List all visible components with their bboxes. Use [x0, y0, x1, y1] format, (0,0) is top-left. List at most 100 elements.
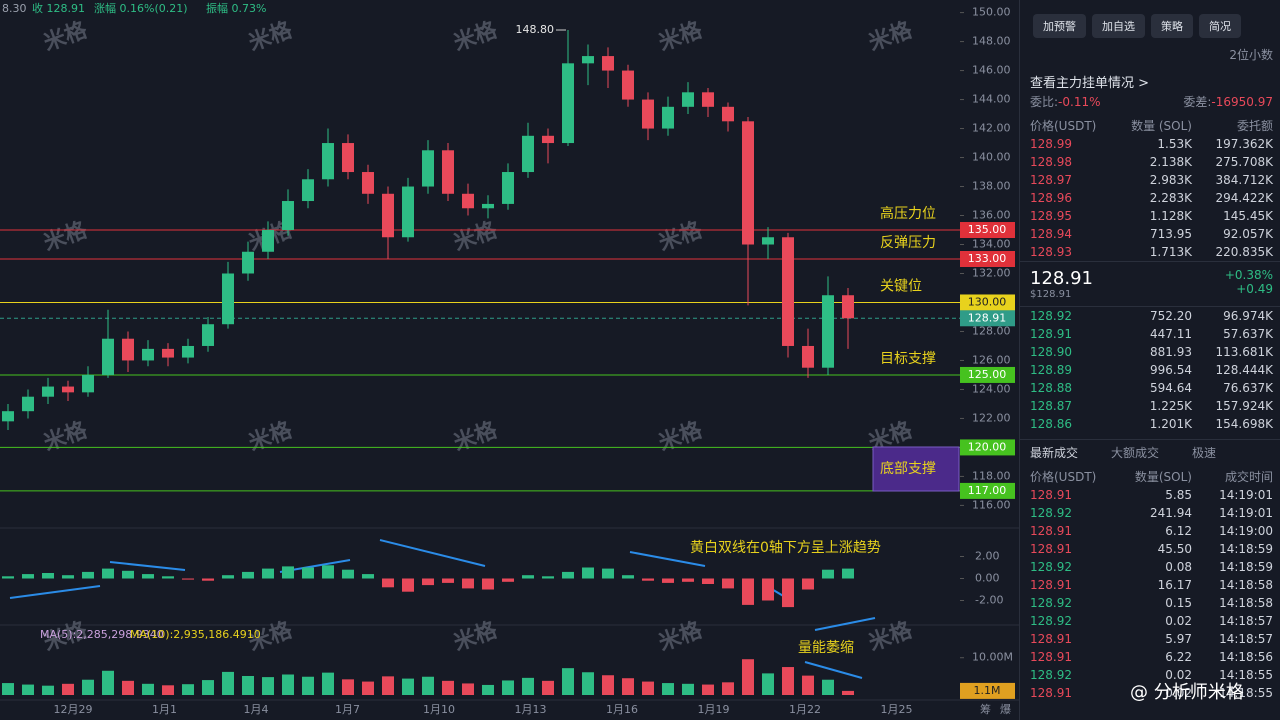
volume-bar: [202, 680, 214, 695]
level-box: [960, 294, 1015, 311]
macd-bar: [822, 569, 834, 579]
cell: 14:18:59: [1219, 560, 1273, 574]
cell: 0.02: [1165, 668, 1192, 682]
level-annotation: 反弹压力: [880, 235, 936, 251]
macd-bar: [602, 568, 614, 579]
volume-bar: [662, 683, 674, 695]
cell: 197.362K: [1215, 137, 1274, 151]
cell: 14:19:01: [1219, 488, 1273, 502]
x-tick-label: 1月13: [515, 703, 547, 716]
ratio-value: -0.11%: [1058, 95, 1101, 109]
chart-bg: [0, 0, 1019, 720]
macd-bar: [702, 578, 714, 584]
cell: 220.835K: [1215, 245, 1274, 259]
header-cell: 价格(USDT): [1030, 470, 1097, 484]
tab[interactable]: 极速: [1192, 446, 1217, 460]
volume-bar: [362, 681, 374, 695]
tab[interactable]: 大额成交: [1111, 446, 1160, 460]
header-text: 8.30: [2, 2, 27, 15]
vol-ma: MA(10):2,935,186.4910: [130, 628, 261, 641]
volume-bar: [802, 675, 814, 695]
book-row: 128.92 752.20 96.974K: [1020, 307, 1280, 325]
volume-bar: [762, 673, 774, 695]
cell: 128.92: [1030, 614, 1072, 628]
vol-current-label: 1.1M: [974, 684, 1001, 697]
tab[interactable]: 最新成交: [1030, 446, 1079, 460]
depth-link[interactable]: 查看主力挂单情况 >: [1030, 76, 1150, 91]
cell: 113.681K: [1215, 345, 1274, 359]
book-row: 128.93 1.713K 220.835K: [1020, 243, 1280, 261]
watermark: 米格: [865, 16, 916, 56]
action-button[interactable]: 简况: [1199, 14, 1241, 38]
candle-body: [302, 179, 314, 202]
candle-body: [202, 324, 214, 346]
candle-body: [142, 348, 154, 361]
y-tick-label: 132.00: [972, 266, 1011, 279]
cell: 14:18:58: [1219, 596, 1273, 610]
volume-bar: [422, 676, 434, 695]
level-label: 128.91: [968, 311, 1007, 324]
action-button[interactable]: 加预警: [1033, 14, 1086, 38]
peak-label: 148.80: [516, 23, 555, 36]
volume-bar: [162, 685, 174, 695]
macd-bar: [82, 571, 94, 579]
book-row: 128.87 1.225K 157.924K: [1020, 397, 1280, 415]
ratio-row: 委比:-0.11% 委差:-16950.97: [1020, 93, 1280, 111]
cell: 128.91: [1030, 632, 1072, 646]
cell: 294.422K: [1215, 191, 1274, 205]
book-row: 128.97 2.983K 384.712K: [1020, 171, 1280, 189]
macd-bar: [222, 575, 234, 579]
candle-body: [482, 203, 494, 209]
y-tick-label: 138.00: [972, 180, 1011, 193]
macd-bar: [242, 571, 254, 579]
candle-body: [702, 92, 714, 107]
x-tick-label: 1月7: [335, 703, 360, 716]
zone-box: [872, 446, 960, 492]
candle-body: [322, 143, 334, 180]
x-extra: 筹: [980, 702, 991, 716]
candle-body: [522, 135, 534, 173]
y-tick-label: 134.00: [972, 238, 1011, 251]
y-tick-label: 136.00: [972, 209, 1011, 222]
volume-bar: [822, 679, 834, 695]
header-cell: 价格(USDT): [1030, 119, 1097, 133]
level-label: 117.00: [968, 484, 1007, 497]
action-button[interactable]: 加自选: [1092, 14, 1145, 38]
cell: 128.91: [1030, 488, 1072, 502]
candle-body: [642, 99, 654, 129]
cell: 6.12: [1165, 524, 1192, 538]
decimals-select[interactable]: 2位小数: [1229, 48, 1273, 62]
y-tick-label: 144.00: [972, 93, 1011, 106]
cell: 145.45K: [1223, 209, 1273, 223]
watermark: 米格: [245, 416, 296, 456]
volume-bar: [702, 684, 714, 695]
macd-tick-label: 2.00: [975, 550, 1000, 563]
y-tick-label: 130.00: [972, 295, 1011, 308]
y-tick-label: 120.00: [972, 440, 1011, 453]
watermark: 米格: [40, 216, 91, 256]
cell: 45.50: [1157, 542, 1192, 556]
cell: 0.02: [1165, 686, 1192, 700]
level-label: 120.00: [968, 440, 1007, 453]
volume-bar: [682, 683, 694, 695]
order-panel: 加预警 加自选 策略 简况 2位小数查看主力挂单情况 > 委比:-0.11% 委差:-169…: [1019, 0, 1280, 720]
cell: 128.92: [1030, 596, 1072, 610]
level-annotation: 关键位: [880, 278, 922, 294]
macd-bar: [202, 578, 214, 581]
watermark: 米格: [245, 16, 296, 56]
trend-arrows: [9, 539, 876, 679]
volume-bar: [842, 690, 854, 695]
watermark: 米格: [40, 16, 91, 56]
macd-bar: [722, 578, 734, 589]
level-box: [960, 222, 1015, 239]
macd-bar: [782, 578, 794, 608]
diff-value: -16950.97: [1211, 95, 1273, 109]
macd-bar: [542, 576, 554, 579]
candle-body: [162, 348, 174, 358]
header-text: 收 128.91: [32, 1, 85, 15]
cell: 1.128K: [1149, 209, 1192, 223]
cell: 0.02: [1165, 614, 1192, 628]
action-button[interactable]: 策略: [1151, 14, 1193, 38]
macd-bar: [682, 578, 694, 582]
